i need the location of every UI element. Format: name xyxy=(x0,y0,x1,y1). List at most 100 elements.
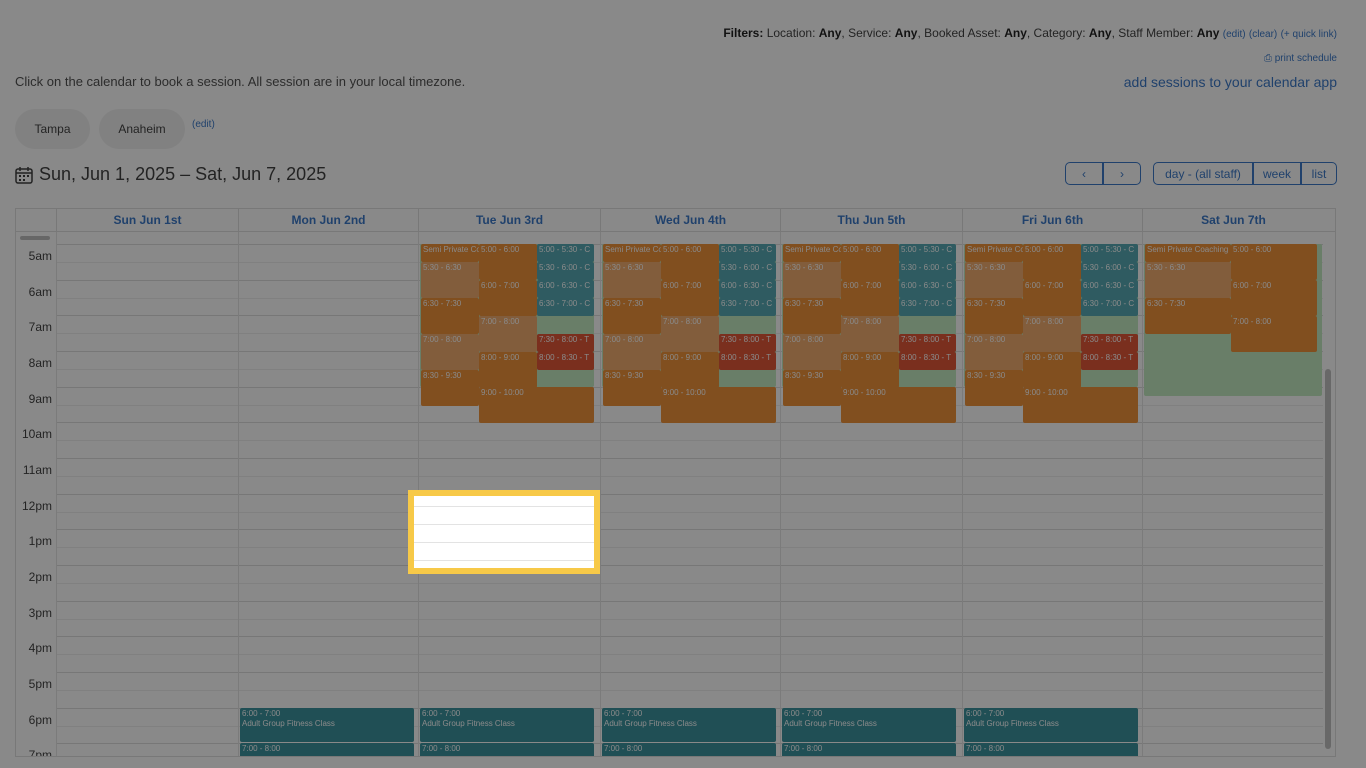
event-block[interactable]: 8:30 - 9:30 xyxy=(783,370,841,406)
event-block[interactable]: 9:00 - 10:00 xyxy=(661,387,776,423)
event-block[interactable]: 6:00 - 7:00 xyxy=(841,280,899,316)
event-block[interactable]: 6:00 - 6:30 - C xyxy=(719,280,776,298)
event-block[interactable]: 8:00 - 8:30 - T xyxy=(1081,352,1138,370)
event-block[interactable]: 5:30 - 6:30 xyxy=(1145,262,1231,298)
event-block[interactable]: 6:00 - 6:30 - C xyxy=(1081,280,1138,298)
event-block[interactable]: 7:00 - 8:00 xyxy=(783,334,841,370)
event-block[interactable]: 5:30 - 6:00 - C xyxy=(537,262,594,280)
event-block[interactable]: 8:30 - 9:30 xyxy=(421,370,479,406)
event-block[interactable]: 7:00 - 8:00 xyxy=(602,743,776,756)
event-block[interactable]: 8:00 - 8:30 - T xyxy=(719,352,776,370)
event-block[interactable]: 7:00 - 8:00 xyxy=(965,334,1023,370)
event-block[interactable]: 7:00 - 8:00 xyxy=(1023,316,1081,352)
event-block[interactable]: Semi Private Coaching Session xyxy=(1145,244,1231,262)
event-block[interactable]: 8:00 - 9:00 xyxy=(841,352,899,388)
event-block[interactable]: 6:00 - 7:00 Adult Group Fitness Class xyxy=(602,708,776,742)
event-block[interactable]: 7:30 - 8:00 - T xyxy=(719,334,776,352)
event-block[interactable]: 6:00 - 7:00 Adult Group Fitness Class xyxy=(782,708,956,742)
event-block[interactable]: 7:00 - 8:00 xyxy=(782,743,956,756)
event-block[interactable]: 7:30 - 8:00 - T xyxy=(537,334,594,352)
event-block[interactable]: 5:00 - 5:30 - C xyxy=(1081,244,1138,262)
event-block[interactable]: 6:00 - 7:00 xyxy=(661,280,719,316)
event-block[interactable]: 6:00 - 7:00 Adult Group Fitness Class xyxy=(964,708,1138,742)
event-block[interactable]: 5:00 - 5:30 - C xyxy=(719,244,776,262)
event-block[interactable]: Semi Private Coaching Session xyxy=(421,244,479,262)
filters-edit-link[interactable]: (edit) xyxy=(1222,29,1246,40)
event-block[interactable]: 5:30 - 6:00 - C xyxy=(899,262,956,280)
event-block[interactable]: 7:00 - 8:00 xyxy=(420,743,594,756)
event-block[interactable]: Semi Private Coaching Session xyxy=(603,244,661,262)
event-block[interactable]: 6:00 - 6:30 - C xyxy=(899,280,956,298)
event-block[interactable]: 8:30 - 9:30 xyxy=(603,370,661,406)
filters-quick-link[interactable]: (+ quick link) xyxy=(1280,29,1337,40)
view-day-button[interactable]: day - (all staff) xyxy=(1153,162,1253,185)
filter-category-value: Any xyxy=(1088,26,1112,40)
view-list-button[interactable]: list xyxy=(1301,162,1337,185)
print-schedule-link[interactable]: ⎙ print schedule xyxy=(1264,53,1337,64)
event-block[interactable]: 6:30 - 7:00 - C xyxy=(899,298,956,316)
filters-clear-link[interactable]: (clear) xyxy=(1248,29,1278,40)
event-block[interactable]: 5:00 - 6:00 xyxy=(1023,244,1081,280)
location-tab-tampa[interactable]: Tampa xyxy=(15,109,90,149)
event-block[interactable]: 7:00 - 8:00 xyxy=(240,743,414,756)
event-block[interactable]: 5:00 - 6:00 xyxy=(479,244,537,280)
event-block[interactable]: 7:00 - 8:00 xyxy=(421,334,479,370)
event-block[interactable]: 8:00 - 9:00 xyxy=(1023,352,1081,388)
event-block[interactable]: Semi Private Coaching Session xyxy=(965,244,1023,262)
view-week-button[interactable]: week xyxy=(1253,162,1301,185)
next-week-button[interactable]: › xyxy=(1103,162,1141,185)
event-block[interactable]: 6:30 - 7:00 - C xyxy=(719,298,776,316)
event-block[interactable]: 5:30 - 6:30 xyxy=(965,262,1023,298)
date-range-label: Sun, Jun 1, 2025 – Sat, Jun 7, 2025 xyxy=(39,164,327,184)
event-block[interactable]: 9:00 - 10:00 xyxy=(479,387,594,423)
event-block[interactable]: 7:30 - 8:00 - T xyxy=(899,334,956,352)
add-to-calendar-link[interactable]: add sessions to your calendar app xyxy=(1123,74,1337,90)
event-block[interactable]: 5:30 - 6:00 - C xyxy=(1081,262,1138,280)
event-block[interactable]: Semi Private Coaching Session xyxy=(783,244,841,262)
calendar-scrollbar[interactable] xyxy=(1325,369,1331,749)
event-block[interactable]: 5:30 - 6:00 - C xyxy=(719,262,776,280)
drag-handle[interactable] xyxy=(20,236,50,240)
event-block[interactable]: 7:00 - 8:00 xyxy=(841,316,899,352)
event-block[interactable]: 6:00 - 6:30 - C xyxy=(537,280,594,298)
event-block[interactable]: 8:00 - 9:00 xyxy=(479,352,537,388)
prev-week-button[interactable]: ‹ xyxy=(1065,162,1103,185)
event-block[interactable]: 6:00 - 7:00 xyxy=(1023,280,1081,316)
event-block[interactable]: 9:00 - 10:00 xyxy=(841,387,956,423)
locations-edit-link[interactable]: (edit) xyxy=(192,119,215,130)
event-block[interactable]: 8:30 - 9:30 xyxy=(965,370,1023,406)
event-block[interactable]: 5:00 - 6:00 xyxy=(661,244,719,280)
time-grid[interactable]: 5am 6am 7am 8am 9am 10am 11am 12pm 1pm 2… xyxy=(16,232,1323,756)
event-block[interactable]: 5:00 - 5:30 - C xyxy=(537,244,594,262)
event-block[interactable]: 6:00 - 7:00 xyxy=(1231,280,1317,316)
event-block[interactable]: 7:00 - 8:00 xyxy=(964,743,1138,756)
event-block[interactable]: 7:30 - 8:00 - T xyxy=(1081,334,1138,352)
event-block[interactable]: 5:00 - 6:00 xyxy=(841,244,899,280)
location-tab-anaheim[interactable]: Anaheim xyxy=(99,109,185,149)
event-block[interactable]: 5:30 - 6:30 xyxy=(783,262,841,298)
event-block[interactable]: 7:00 - 8:00 xyxy=(661,316,719,352)
event-block[interactable]: 8:00 - 8:30 - T xyxy=(899,352,956,370)
event-block[interactable]: 6:30 - 7:00 - C xyxy=(1081,298,1138,316)
event-block[interactable]: 5:00 - 6:00 xyxy=(1231,244,1317,280)
event-block[interactable]: 6:00 - 7:00 Adult Group Fitness Class xyxy=(420,708,594,742)
highlighted-time-slot[interactable] xyxy=(408,490,600,574)
event-block[interactable]: 9:00 - 10:00 xyxy=(1023,387,1138,423)
event-block[interactable]: 5:30 - 6:30 xyxy=(603,262,661,298)
event-block[interactable]: 6:30 - 7:30 xyxy=(1145,298,1231,334)
event-block[interactable]: 6:00 - 7:00 xyxy=(479,280,537,316)
event-block[interactable]: 6:30 - 7:00 - C xyxy=(537,298,594,316)
event-block[interactable]: 6:30 - 7:30 xyxy=(965,298,1023,334)
filter-asset-value: Any xyxy=(1004,26,1027,40)
event-block[interactable]: 7:00 - 8:00 xyxy=(1231,316,1317,352)
event-block[interactable]: 8:00 - 8:30 - T xyxy=(537,352,594,370)
event-block[interactable]: 7:00 - 8:00 xyxy=(479,316,537,352)
event-block[interactable]: 7:00 - 8:00 xyxy=(603,334,661,370)
event-block[interactable]: 6:30 - 7:30 xyxy=(783,298,841,334)
event-block[interactable]: 6:30 - 7:30 xyxy=(603,298,661,334)
event-block[interactable]: 6:30 - 7:30 xyxy=(421,298,479,334)
event-block[interactable]: 5:30 - 6:30 xyxy=(421,262,479,298)
event-block[interactable]: 5:00 - 5:30 - C xyxy=(899,244,956,262)
event-block[interactable]: 8:00 - 9:00 xyxy=(661,352,719,388)
event-block[interactable]: 6:00 - 7:00 Adult Group Fitness Class xyxy=(240,708,414,742)
